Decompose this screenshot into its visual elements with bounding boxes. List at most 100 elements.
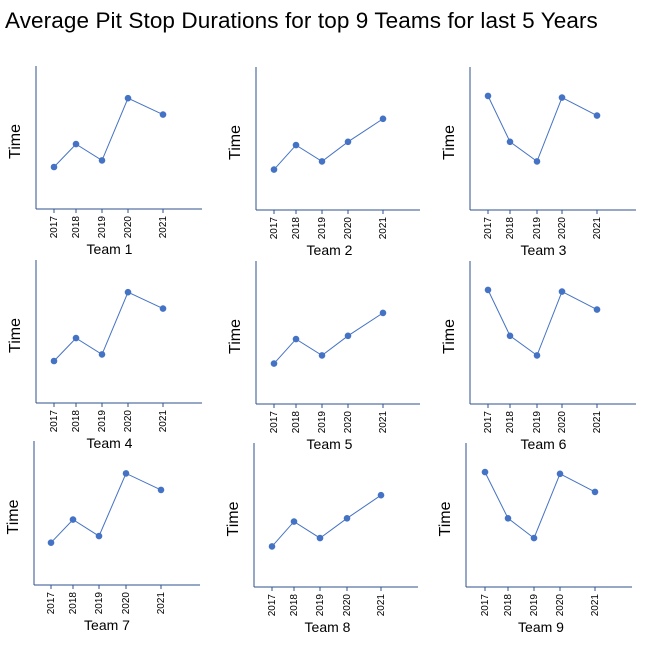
data-point — [95, 532, 103, 540]
x-tick-label: 2021 — [158, 216, 169, 239]
x-tick-label: 2017 — [269, 411, 280, 434]
x-tick-label: 2017 — [483, 411, 494, 434]
data-point — [98, 157, 106, 164]
x-tick-label: 2017 — [267, 594, 278, 617]
team-label: Team 3 — [521, 242, 567, 258]
x-tick-label: 2019 — [94, 592, 105, 615]
data-point — [270, 360, 278, 367]
team-chart-4: Time 2017 2018 2019 2020 2021 Team 4 — [7, 260, 202, 451]
x-tick-label: 2018 — [505, 411, 516, 434]
data-point — [292, 335, 300, 343]
team-label: Team 5 — [307, 436, 353, 452]
y-axis-label: Time — [7, 318, 24, 353]
data-point — [72, 334, 80, 342]
data-point — [159, 111, 167, 118]
data-point — [506, 332, 514, 340]
team-chart-1: Time 2017 2018 2019 2020 2021 Team 1 — [7, 66, 202, 257]
x-tick-label: 2018 — [289, 594, 300, 617]
team-chart-7: Time 2017 2018 2019 2020 2021 Team 7 — [5, 441, 200, 633]
data-point — [72, 140, 80, 148]
team-chart-2: Time 2017 2018 2019 2020 2021 Team 2 — [227, 67, 420, 258]
team-label: Team 2 — [307, 242, 353, 258]
series-line — [53, 291, 164, 362]
y-axis-label: Time — [5, 499, 22, 534]
data-point — [377, 491, 385, 499]
x-tick-label: 2021 — [590, 594, 601, 617]
data-point — [484, 92, 492, 100]
x-tick-label: 2017 — [49, 410, 60, 433]
x-tick-label: 2019 — [97, 410, 108, 433]
x-tick-label: 2020 — [123, 410, 134, 433]
data-point — [47, 539, 55, 546]
x-tick-label: 2020 — [342, 594, 353, 617]
y-axis-label: Time — [437, 501, 454, 536]
team-chart-6: Time 2017 2018 2019 2020 2021 Team 6 — [441, 261, 636, 452]
y-axis-label: Time — [7, 124, 24, 159]
data-point — [379, 309, 387, 317]
data-point — [593, 306, 601, 313]
data-point — [290, 518, 298, 525]
team-chart-8: Time 2017 2018 2019 2020 2021 Team 8 — [225, 443, 418, 635]
data-point — [318, 158, 326, 165]
data-point — [98, 351, 106, 358]
x-tick-label: 2021 — [592, 411, 603, 434]
x-tick-label: 2020 — [121, 592, 132, 615]
x-tick-label: 2020 — [123, 216, 134, 239]
data-point — [69, 516, 77, 523]
series-line — [50, 472, 162, 544]
x-tick-label: 2019 — [532, 411, 543, 434]
x-tick-label: 2017 — [49, 216, 60, 239]
data-point — [591, 488, 599, 496]
data-point — [344, 332, 352, 340]
series-line — [273, 118, 384, 170]
x-tick-label: 2020 — [343, 217, 354, 240]
x-tick-label: 2018 — [291, 411, 302, 434]
chart-title: Average Pit Stop Durations for top 9 Tea… — [5, 8, 598, 33]
team-label: Team 7 — [84, 617, 130, 633]
x-tick-label: 2020 — [557, 217, 568, 240]
data-point — [268, 543, 276, 550]
data-point — [124, 288, 132, 296]
x-tick-label: 2017 — [483, 217, 494, 240]
x-tick-label: 2018 — [71, 216, 82, 239]
x-tick-label: 2021 — [378, 411, 389, 434]
y-axis-label: Time — [441, 125, 458, 160]
data-point — [122, 470, 130, 477]
data-point — [343, 515, 351, 522]
data-point — [124, 94, 132, 102]
team-chart-5: Time 2017 2018 2019 2020 2021 Team 5 — [227, 261, 420, 452]
team-label: Team 6 — [521, 436, 567, 452]
team-label: Team 4 — [87, 435, 133, 451]
x-tick-label: 2019 — [315, 594, 326, 617]
data-point — [316, 534, 324, 542]
x-tick-label: 2018 — [71, 410, 82, 433]
data-point — [593, 112, 601, 119]
x-tick-label: 2019 — [97, 216, 108, 239]
series-line — [273, 312, 384, 364]
data-point — [318, 352, 326, 359]
series-line — [487, 95, 598, 163]
data-point — [379, 115, 387, 123]
x-tick-label: 2021 — [378, 217, 389, 240]
data-point — [157, 486, 165, 494]
data-point — [344, 138, 352, 146]
x-tick-label: 2019 — [317, 217, 328, 240]
data-point — [533, 352, 541, 359]
x-tick-label: 2019 — [317, 411, 328, 434]
data-point — [504, 515, 512, 522]
x-tick-label: 2018 — [68, 592, 79, 615]
data-point — [558, 94, 566, 101]
team-chart-3: Time 2017 2018 2019 2020 2021 Team 3 — [441, 67, 636, 258]
x-tick-label: 2020 — [343, 411, 354, 434]
x-tick-label: 2017 — [480, 594, 491, 617]
data-point — [159, 305, 167, 312]
x-tick-label: 2021 — [158, 410, 169, 433]
data-point — [292, 141, 300, 149]
y-axis-label: Time — [227, 319, 244, 354]
team-label: Team 9 — [518, 619, 564, 635]
data-point — [50, 357, 58, 365]
data-point — [270, 166, 278, 173]
x-tick-label: 2018 — [291, 217, 302, 240]
y-axis-label: Time — [441, 319, 458, 354]
